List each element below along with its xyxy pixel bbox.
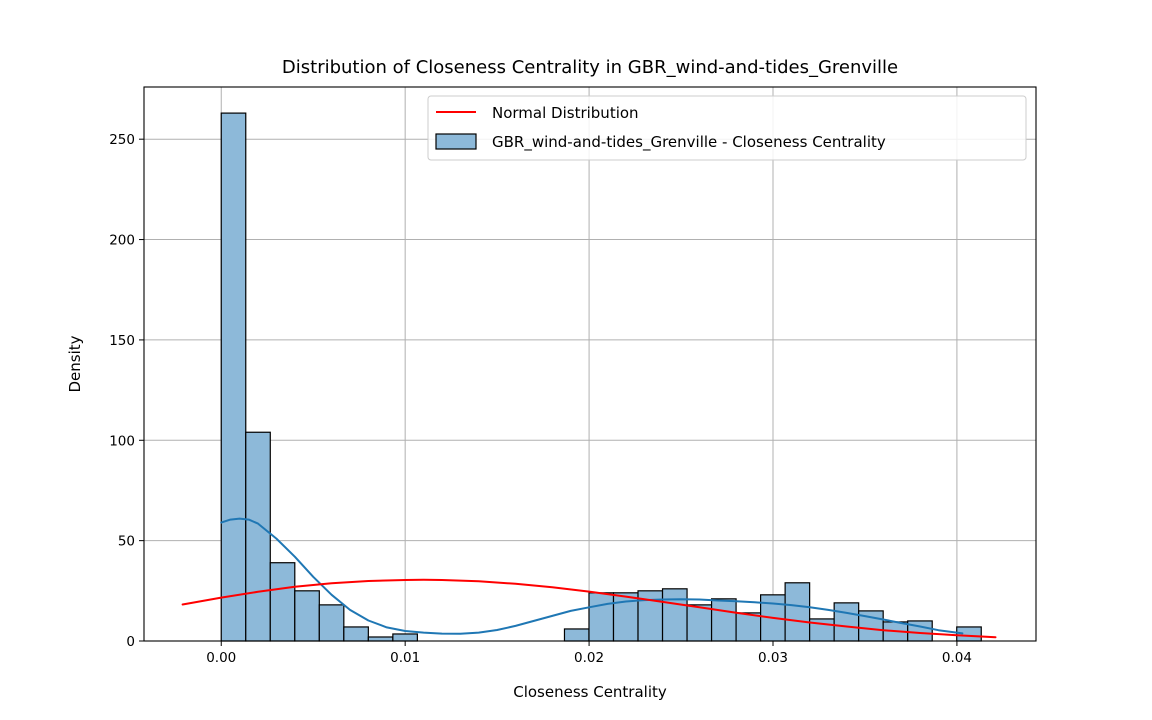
y-tick-label: 50	[118, 534, 135, 550]
chart-title: Distribution of Closeness Centrality in …	[282, 57, 898, 78]
kde-curve	[220, 517, 964, 635]
histogram-bar	[367, 636, 394, 642]
x-tick-label: 0.04	[942, 650, 972, 666]
histogram-bar	[661, 588, 688, 642]
histogram-bars	[220, 112, 982, 642]
y-tick-label: 150	[109, 333, 135, 349]
normal-distribution-curve	[181, 578, 997, 639]
histogram-bar	[833, 602, 860, 642]
y-tick-label: 0	[126, 634, 135, 650]
histogram-bar	[220, 112, 247, 642]
x-tick-label: 0.02	[574, 650, 604, 666]
curves	[181, 517, 997, 639]
histogram-bar	[784, 582, 811, 642]
legend-normal-label: Normal Distribution	[492, 104, 639, 122]
legend: Normal Distribution GBR_wind-and-tides_G…	[427, 95, 1027, 161]
axis-ticks: 0.00 0.01 0.02 0.03 0.04 0 50 100 150 200 250	[109, 132, 972, 666]
y-tick-label: 200	[109, 233, 135, 249]
histogram-bar	[245, 431, 271, 642]
legend-histogram-label: GBR_wind-and-tides_Grenville - Closeness…	[492, 133, 886, 152]
y-tick-label: 100	[109, 433, 135, 449]
histogram-bar	[269, 562, 296, 642]
legend-histogram-patch	[435, 133, 477, 150]
y-axis-label: Density	[66, 335, 84, 392]
histogram-bar	[710, 598, 737, 642]
histogram-bar	[563, 628, 590, 642]
legend-box	[427, 95, 1027, 161]
x-tick-label: 0.01	[390, 650, 420, 666]
histogram-bar	[318, 604, 345, 642]
x-tick-label: 0.03	[758, 650, 788, 666]
histogram-bar	[588, 592, 615, 642]
x-axis-label: Closeness Centrality	[513, 683, 667, 701]
histogram-bar	[686, 604, 713, 642]
x-tick-label: 0.00	[206, 650, 236, 666]
histogram-bar	[735, 612, 762, 642]
histogram-bar	[392, 633, 418, 642]
plot-frame	[143, 86, 1037, 642]
histogram-bar	[343, 626, 369, 642]
histogram-bar	[294, 590, 320, 642]
y-tick-label: 250	[109, 132, 135, 148]
